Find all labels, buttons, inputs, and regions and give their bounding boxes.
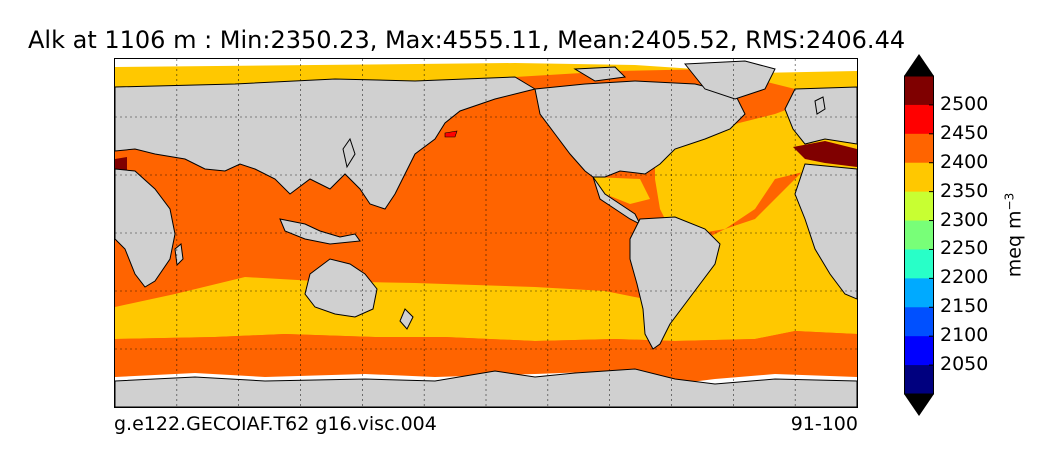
colorbar-band [904, 191, 934, 222]
colorbar [904, 54, 934, 416]
colorbar-tick-label: 2200 [940, 266, 989, 289]
arctic-white [115, 59, 857, 73]
colorbar-tick-label: 2500 [940, 92, 989, 115]
japan-land [342, 137, 356, 169]
colorbar-outline [904, 75, 934, 395]
colorbar-tick-label: 2400 [940, 150, 989, 173]
model-run-label: g.e122.GECOIAF.T62 g16.visc.004 [114, 413, 437, 435]
gulf-yellow [593, 177, 650, 204]
colorbar-band [904, 336, 934, 366]
med-west-maroon [115, 157, 127, 171]
colorbar-band [904, 278, 934, 308]
colorbar-band [904, 307, 934, 337]
colorbar-band [904, 249, 934, 279]
unit-text: meq m [1003, 210, 1026, 278]
colorbar-tick-label: 2300 [940, 208, 989, 231]
colorbar-band [904, 104, 934, 135]
map-title: Alk at 1106 m : Min:2350.23, Max:4555.11… [28, 26, 906, 54]
year-range-label: 91-100 [790, 413, 858, 435]
colorbar-band [904, 220, 934, 250]
colorbar-band [904, 162, 934, 193]
mediterranean-maroon [793, 141, 857, 167]
colorbar-tick-label: 2150 [940, 295, 989, 318]
okhotsk-red [444, 130, 458, 138]
world-map [115, 59, 857, 407]
australia-land [304, 258, 378, 318]
colorbar-tick-label: 2050 [940, 353, 989, 376]
uk-land [814, 96, 826, 115]
colorbar-unit-label: meq m−3 [1002, 193, 1025, 278]
africa-east-land [794, 163, 857, 300]
map-panel [114, 58, 858, 408]
colorbar-tick-label: 2350 [940, 179, 989, 202]
eurasia-land [115, 76, 537, 210]
new-zealand-land [399, 308, 414, 330]
indonesia-land [279, 218, 361, 245]
north-america-land [534, 80, 746, 178]
colorbar-extend-low [904, 394, 934, 416]
colorbar-tick-label: 2100 [940, 324, 989, 347]
colorbar-tick-label: 2250 [940, 237, 989, 260]
colorbar-band [904, 365, 934, 395]
antarctica-land [115, 368, 857, 407]
colorbar-band [904, 76, 934, 106]
greenland-land [683, 60, 776, 100]
map-gridlines [115, 59, 857, 407]
unit-exponent: −3 [1002, 192, 1017, 211]
south-america-land [629, 216, 721, 350]
colorbar-tick-label: 2450 [940, 121, 989, 144]
colorbar-band [904, 133, 934, 164]
europe-west-land [784, 86, 857, 145]
africa-land [115, 168, 176, 288]
arctic-islands-land [573, 66, 627, 82]
colorbar-extend-high [904, 54, 934, 76]
